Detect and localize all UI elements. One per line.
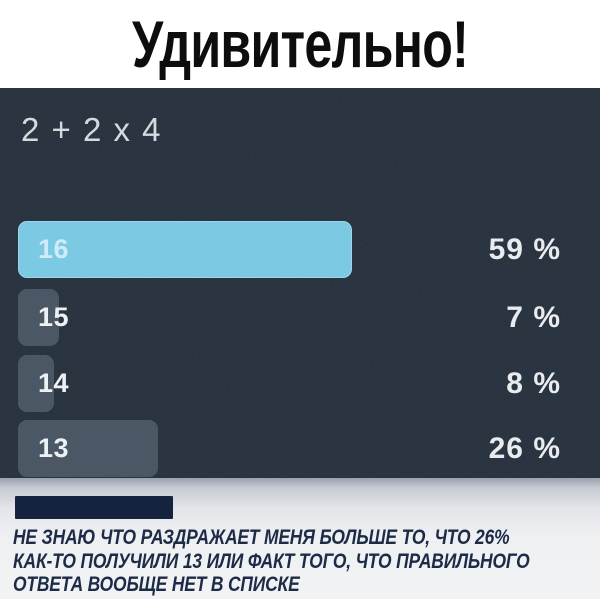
caption-line: ОТВЕТА ВООБЩЕ НЕТ В СПИСКЕ (13, 573, 300, 596)
meme-header: Удивительно! (0, 0, 600, 88)
option-label: 15 (38, 302, 70, 332)
poll-option-row: 15 7 % (0, 289, 600, 346)
poll-screenshot: 2 + 2 x 4 16 59 % 15 7 % 14 8 % 13 26 % (0, 88, 600, 478)
poll-option-row: 14 8 % (0, 355, 600, 412)
caption-line: КАК-ТО ПОЛУЧИЛИ 13 ИЛИ ФАКТ ТОГО, ЧТО ПР… (13, 549, 530, 573)
meme-caption: НЕ ЗНАЮ ЧТО РАЗДРАЖАЕТ МЕНЯ БОЛЬШЕ ТО, Ч… (13, 526, 598, 597)
poll-option-row: 16 59 % (0, 221, 600, 278)
option-label: 14 (38, 368, 70, 398)
option-result-bar (18, 420, 158, 477)
option-result-bar (18, 289, 59, 346)
censored-name-block (15, 496, 173, 519)
poll-question: 2 + 2 x 4 (21, 111, 163, 148)
option-result-bar (18, 221, 352, 278)
poll-options: 16 59 % 15 7 % 14 8 % 13 26 % (0, 88, 600, 478)
poll-option-row: 13 26 % (0, 420, 600, 477)
option-percent: 7 % (506, 301, 561, 334)
meme-title: Удивительно! (131, 7, 469, 81)
option-label: 16 (38, 234, 70, 264)
option-percent: 26 % (488, 432, 561, 465)
meme-footer: НЕ ЗНАЮ ЧТО РАЗДРАЖАЕТ МЕНЯ БОЛЬШЕ ТО, Ч… (0, 478, 600, 599)
caption-line: НЕ ЗНАЮ ЧТО РАЗДРАЖАЕТ МЕНЯ БОЛЬШЕ ТО, Ч… (13, 526, 510, 549)
option-label: 13 (38, 433, 70, 463)
option-percent: 59 % (488, 233, 561, 266)
option-percent: 8 % (506, 367, 561, 400)
option-result-bar (18, 355, 54, 412)
